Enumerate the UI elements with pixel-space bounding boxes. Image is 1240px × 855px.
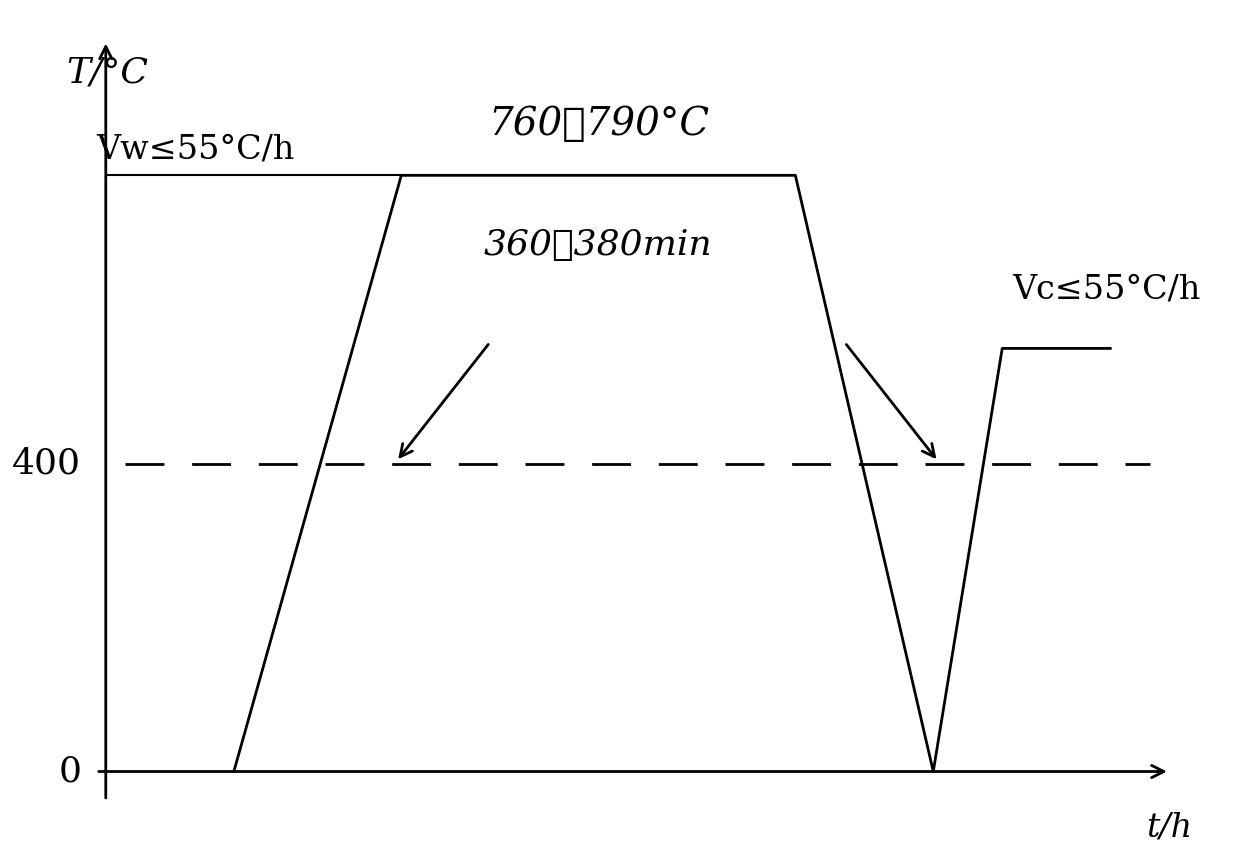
Text: t/h: t/h bbox=[1147, 811, 1193, 844]
Text: 0: 0 bbox=[58, 754, 81, 788]
Text: 760～790°C: 760～790°C bbox=[487, 106, 709, 143]
Text: Vw≤55°C/h: Vw≤55°C/h bbox=[95, 133, 294, 166]
Text: Vc≤55°C/h: Vc≤55°C/h bbox=[1012, 274, 1200, 306]
Text: T/°C: T/°C bbox=[67, 56, 149, 89]
Text: 360～380min: 360～380min bbox=[484, 227, 713, 262]
Text: 400: 400 bbox=[12, 447, 81, 481]
